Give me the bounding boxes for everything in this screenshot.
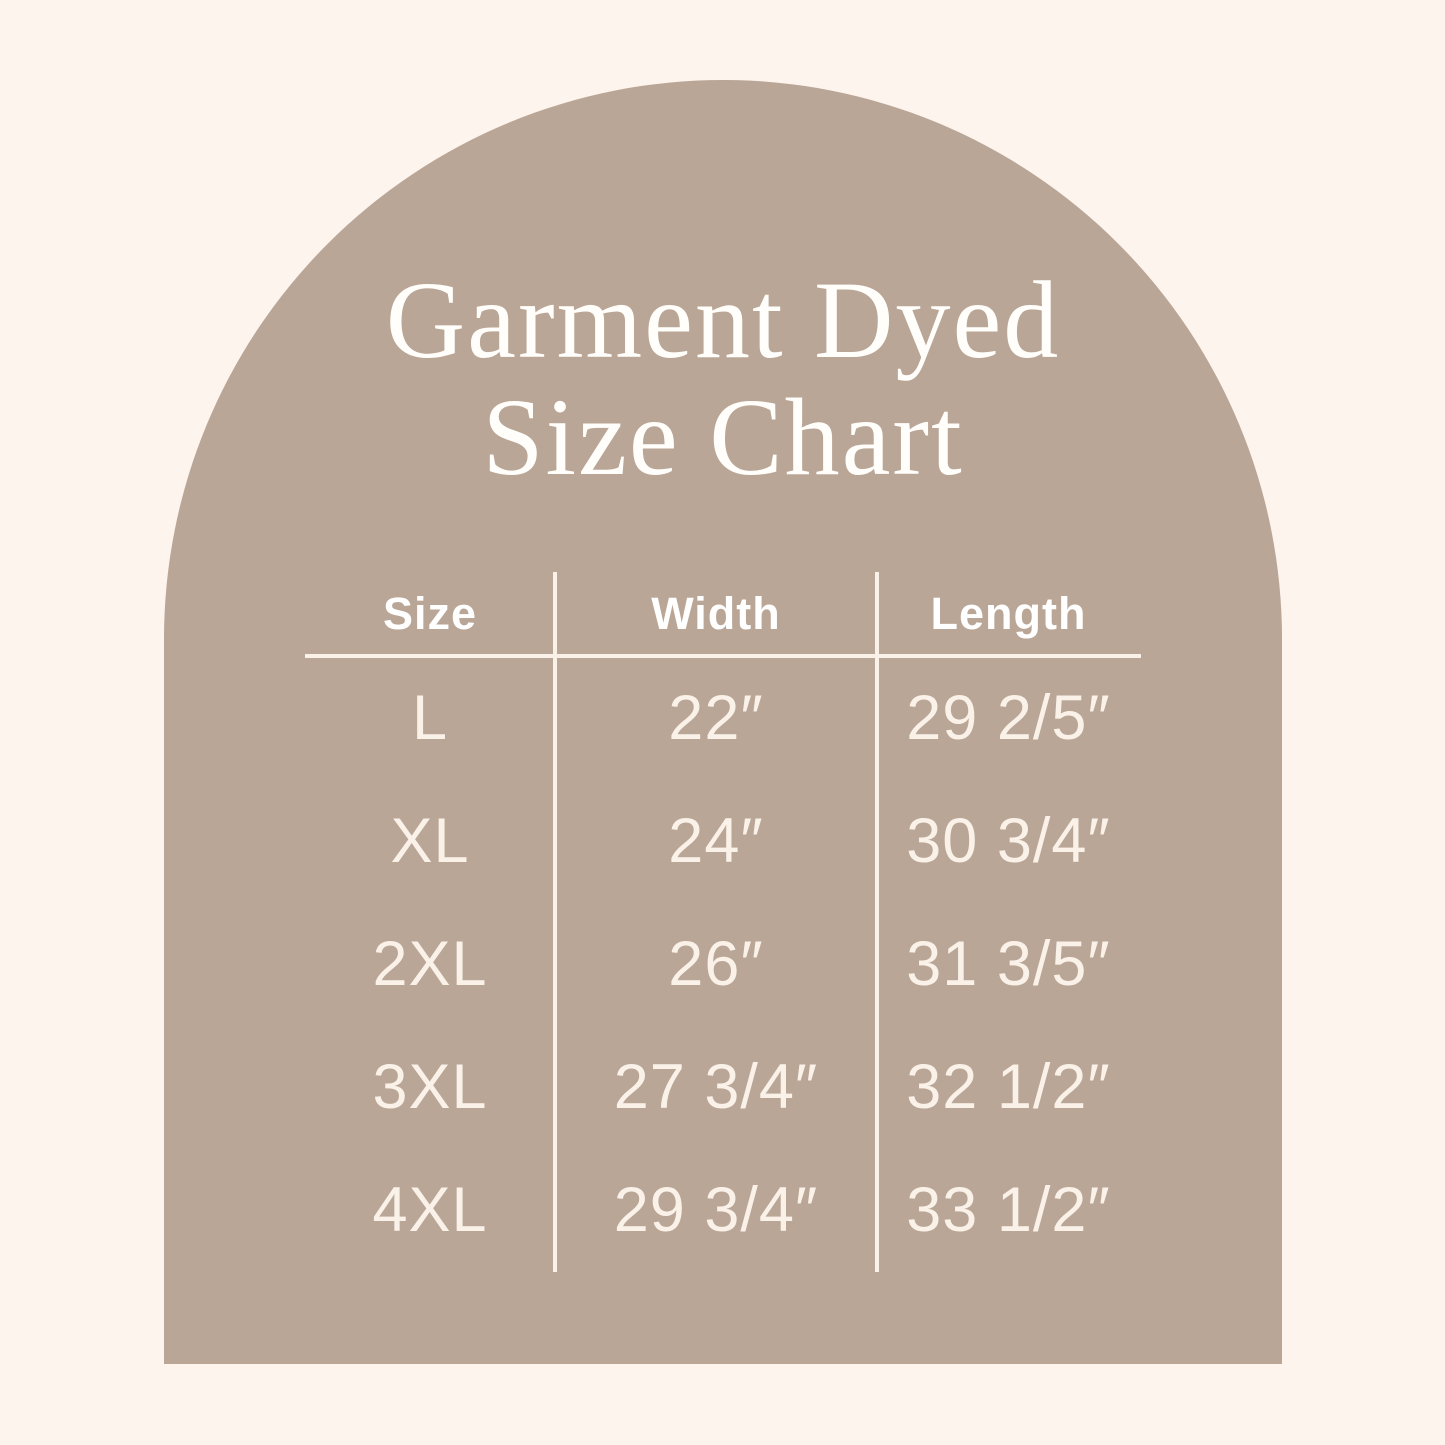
header-cell-width: Width	[651, 588, 781, 639]
size-cell: 3XL	[372, 1051, 488, 1122]
size-cell: 2XL	[372, 928, 488, 999]
length-cell: 32 1/2″	[906, 1051, 1111, 1122]
size-cell: XL	[390, 805, 470, 876]
header-cell-length: Length	[930, 588, 1087, 639]
table-row: 4XL 29 3/4″ 33 1/2″	[305, 1148, 1140, 1271]
length-cell: 30 3/4″	[906, 805, 1111, 876]
arch-background	[164, 80, 1282, 1364]
size-cell: 4XL	[372, 1174, 488, 1245]
column-divider-2	[875, 572, 879, 1272]
width-cell: 29 3/4″	[613, 1174, 819, 1245]
title-line-2: Size Chart	[482, 375, 964, 498]
table-row: 2XL 26″ 31 3/5″	[305, 902, 1140, 1025]
table-row: XL 24″ 30 3/4″	[305, 779, 1140, 902]
width-cell: 22″	[668, 682, 764, 753]
header-cell-size: Size	[382, 588, 478, 639]
column-divider-1	[553, 572, 557, 1272]
length-cell: 31 3/5″	[906, 928, 1111, 999]
table-body: L 22″ 29 2/5″ XL 24″ 30 3/4″ 2XL 26″ 31 …	[305, 656, 1140, 1271]
size-cell: L	[411, 682, 449, 753]
length-cell: 33 1/2″	[906, 1174, 1111, 1245]
page-title: Garment Dyed Size Chart	[164, 262, 1282, 495]
table-row: 3XL 27 3/4″ 32 1/2″	[305, 1025, 1140, 1148]
size-table: Size Width Length L 22″ 29 2/5″ XL 24″ 3…	[305, 572, 1140, 1271]
header-divider-line	[305, 654, 1141, 658]
title-line-1: Garment Dyed	[385, 259, 1061, 381]
width-cell: 26″	[668, 928, 764, 999]
width-cell: 24″	[668, 805, 764, 876]
width-cell: 27 3/4″	[613, 1051, 819, 1122]
length-cell: 29 2/5″	[906, 682, 1111, 753]
table-header-row: Size Width Length	[305, 572, 1140, 656]
table-row: L 22″ 29 2/5″	[305, 656, 1140, 779]
